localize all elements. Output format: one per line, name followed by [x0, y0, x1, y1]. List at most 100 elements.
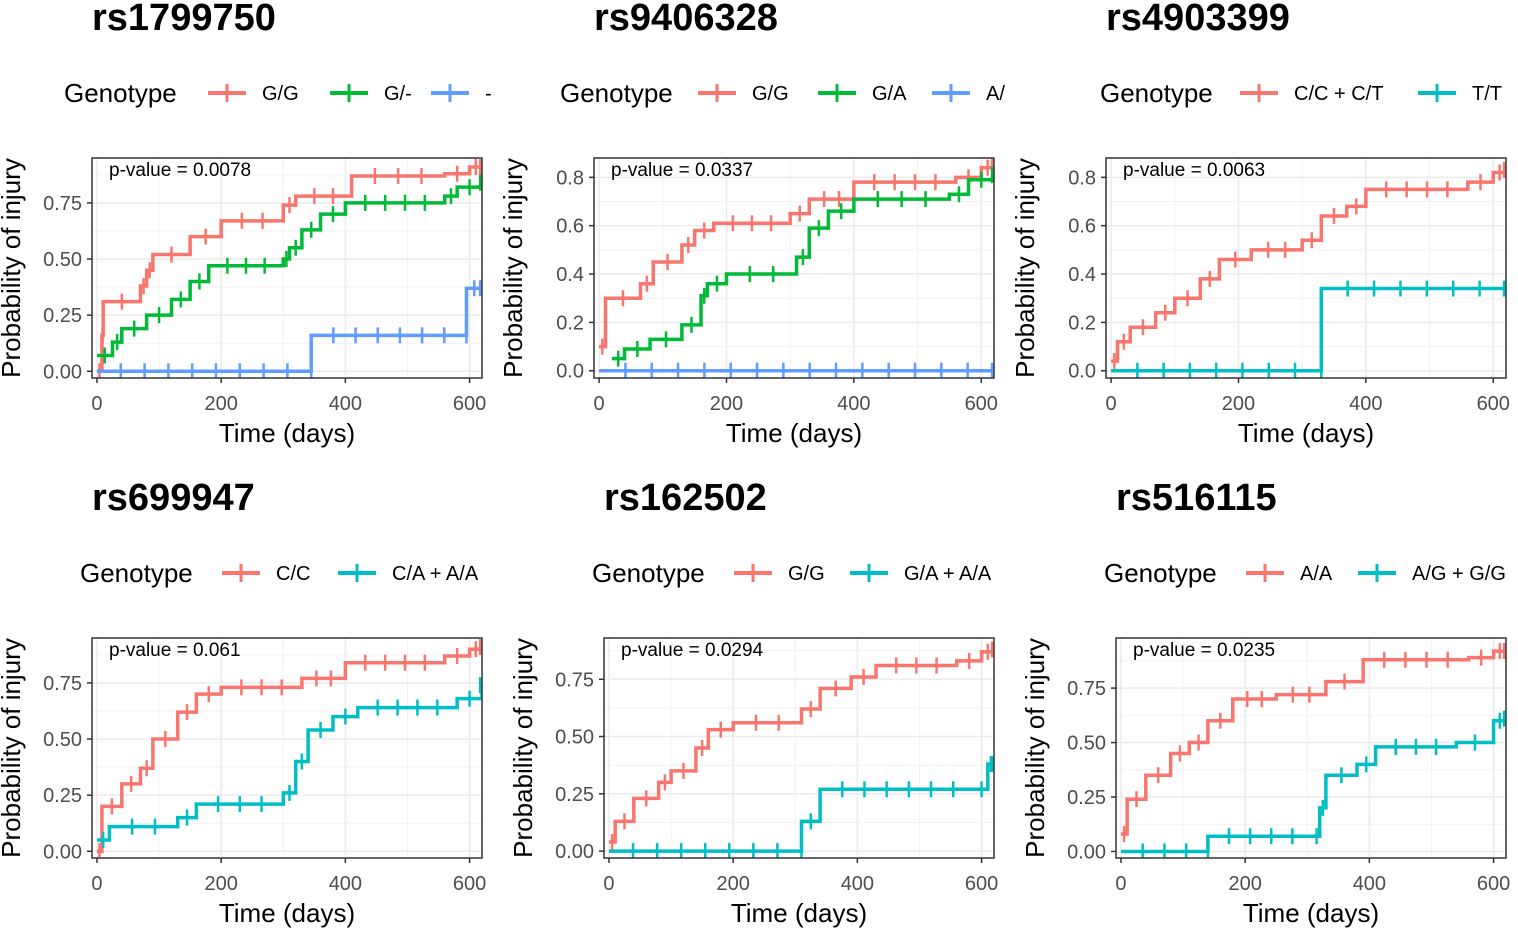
y-tick-label: 0.75 — [43, 193, 82, 215]
plot-border — [91, 637, 483, 859]
x-tick-label: 400 — [1349, 393, 1382, 415]
legend: Genotype G/G G/A A/ — [560, 78, 1005, 108]
axes: 0 200 400 600 0.00 0.25 0.50 0.75 — [555, 669, 998, 895]
panel-p5: rs162502 Genotype G/G G/A + A/A p-value = 0.… — [508, 477, 998, 928]
series-layer — [1111, 162, 1506, 378]
p-value-annotation: p-value = 0.0235 — [1133, 640, 1275, 661]
plot-border — [593, 157, 995, 379]
x-tick-label: 0 — [91, 393, 102, 415]
x-tick-label: 400 — [841, 873, 874, 895]
p-value-annotation: p-value = 0.061 — [109, 640, 241, 661]
legend: Genotype A/A A/G + G/G — [1104, 558, 1506, 588]
x-axis-label: Time (days) — [1238, 418, 1374, 448]
legend-title: Genotype — [1104, 558, 1217, 588]
series-layer — [96, 158, 482, 378]
legend-key-1 — [222, 564, 260, 582]
x-tick-label: 400 — [1353, 873, 1386, 895]
y-tick-label: 0.25 — [555, 784, 594, 806]
legend-label: G/G — [752, 83, 789, 105]
grid — [92, 158, 482, 378]
axes: 0 200 400 600 0.00 0.25 0.50 0.75 — [43, 193, 486, 415]
y-tick-label: 0.4 — [556, 264, 584, 286]
legend-key-2 — [1358, 564, 1396, 582]
y-tick-label: 0.25 — [43, 785, 82, 807]
series-line-1 — [96, 646, 482, 854]
grid — [604, 638, 994, 858]
panel-title: rs4903399 — [1106, 0, 1290, 39]
legend-title: Genotype — [560, 78, 673, 108]
legend-label: G/- — [384, 83, 412, 105]
legend-key-2 — [818, 84, 856, 102]
series-line-2 — [1120, 718, 1506, 854]
y-tick-label: 0.0 — [556, 361, 584, 383]
y-tick-label: 0.2 — [1068, 312, 1096, 334]
axes: 0 200 400 600 0.00 0.25 0.50 0.75 — [1067, 678, 1510, 895]
y-tick-label: 0.00 — [555, 841, 594, 863]
panel-title: rs9406328 — [594, 0, 778, 39]
axes: 0 200 400 600 0.0 0.2 0.4 0.6 0.8 — [1068, 167, 1510, 415]
legend-key-2 — [330, 84, 368, 102]
series-line-1 — [1111, 170, 1506, 363]
plot-area — [594, 158, 994, 378]
series-line-2 — [608, 762, 994, 853]
x-tick-label: 200 — [1222, 393, 1255, 415]
legend-label: A/A — [1300, 563, 1333, 585]
x-tick-label: 200 — [710, 393, 743, 415]
p-value-annotation: p-value = 0.0078 — [109, 160, 251, 181]
x-tick-label: 0 — [91, 873, 102, 895]
panel-title: rs699947 — [92, 477, 255, 519]
series-line-1 — [599, 165, 994, 349]
x-tick-label: 0 — [594, 393, 605, 415]
panel-title: rs516115 — [1116, 477, 1277, 519]
legend-label: G/A + A/A — [904, 563, 992, 585]
panel-p2: rs9406328 Genotype G/G G/A A/p-value = 0.033… — [498, 0, 1005, 448]
p-value-annotation: p-value = 0.0337 — [611, 160, 753, 181]
legend-label: G/A — [872, 83, 907, 105]
x-tick-label: 200 — [204, 393, 237, 415]
legend-label: T/T — [1472, 83, 1502, 105]
axes: 0 200 400 600 0.0 0.2 0.4 0.6 0.8 — [556, 167, 998, 415]
x-tick-label: 600 — [453, 393, 486, 415]
x-tick-label: 0 — [1115, 873, 1126, 895]
series-line-2 — [96, 182, 482, 358]
y-axis-label: Probability of injury — [0, 158, 26, 378]
series-line-1 — [1120, 649, 1506, 836]
x-tick-label: 600 — [965, 873, 998, 895]
x-axis-label: Time (days) — [1243, 898, 1379, 928]
series-line-2 — [96, 685, 482, 842]
legend: Genotype C/C C/A + A/A — [80, 558, 479, 588]
y-axis-label: Probability of injury — [1010, 158, 1040, 378]
legend-key-2 — [850, 564, 888, 582]
x-tick-label: 600 — [1477, 393, 1510, 415]
y-tick-label: 0.8 — [1068, 167, 1096, 189]
panel-p3: rs4903399 Genotype C/C + C/T T/T p-value = 0… — [1010, 0, 1510, 448]
legend-title: Genotype — [80, 558, 193, 588]
x-tick-label: 400 — [329, 393, 362, 415]
plot-area — [92, 638, 482, 858]
y-tick-label: 0.2 — [556, 312, 584, 334]
legend-key-1 — [1240, 84, 1278, 102]
legend-label: C/C — [276, 563, 310, 585]
x-tick-label: 0 — [603, 873, 614, 895]
panel-title: rs162502 — [604, 477, 767, 519]
y-axis-label: Probability of injury — [508, 638, 538, 858]
legend-label: G/G — [262, 83, 299, 105]
x-tick-label: 600 — [453, 873, 486, 895]
x-tick-label: 200 — [1228, 873, 1261, 895]
legend-title: Genotype — [1100, 78, 1213, 108]
series-layer — [96, 638, 482, 858]
y-tick-label: 0.6 — [1068, 216, 1096, 238]
series-line-2 — [611, 174, 994, 361]
y-tick-label: 0.00 — [43, 841, 82, 863]
y-axis-label: Probability of injury — [0, 638, 26, 858]
y-tick-label: 0.50 — [555, 727, 594, 749]
y-tick-label: 0.25 — [1067, 787, 1106, 809]
panel-p1: rs1799750 Genotype G/G G/- - p-value = 0.0078… — [0, 0, 492, 448]
series-line-1 — [608, 649, 994, 844]
legend-key-2 — [338, 564, 376, 582]
x-tick-label: 200 — [204, 873, 237, 895]
legend-label: - — [485, 83, 492, 105]
x-axis-label: Time (days) — [219, 418, 355, 448]
y-tick-label: 0.6 — [556, 216, 584, 238]
